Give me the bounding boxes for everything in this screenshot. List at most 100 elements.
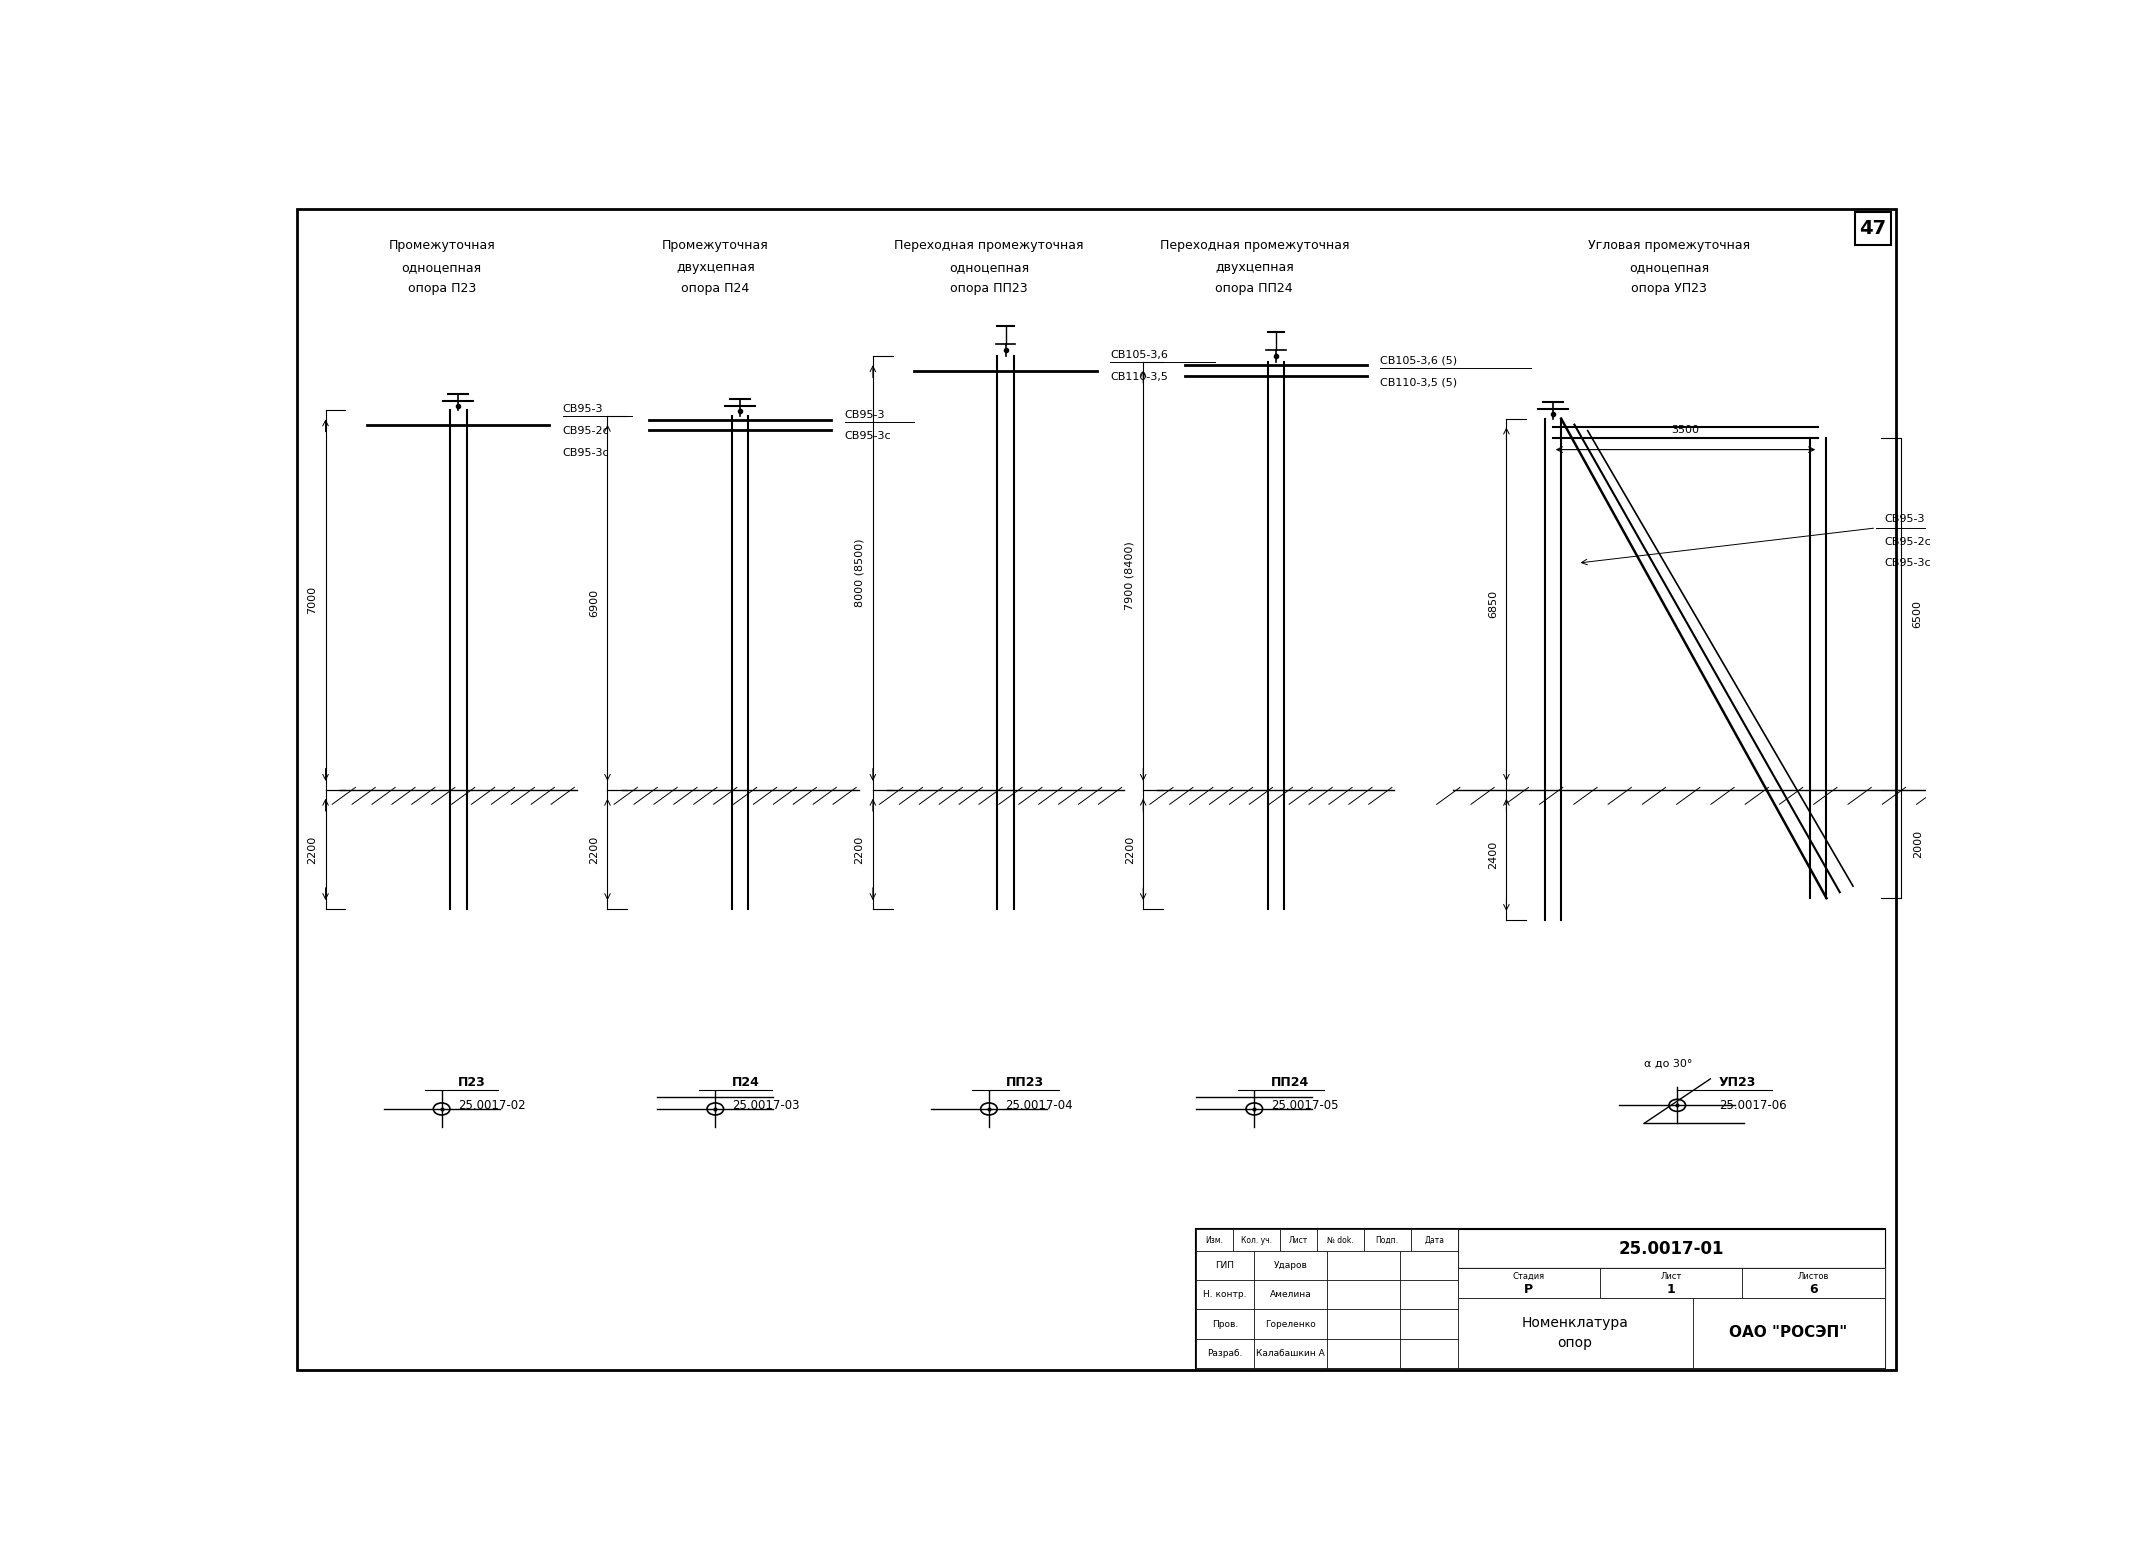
Bar xyxy=(1400,1339,1457,1368)
Text: СВ95-3: СВ95-3 xyxy=(845,410,886,419)
Text: № dok.: № dok. xyxy=(1327,1236,1352,1245)
Bar xyxy=(1400,1309,1457,1339)
Text: СВ110-3,5 (5): СВ110-3,5 (5) xyxy=(1380,377,1457,388)
Bar xyxy=(1254,1281,1327,1309)
Text: 2400: 2400 xyxy=(1487,841,1498,870)
Text: Листов: Листов xyxy=(1798,1272,1830,1281)
Text: Лист: Лист xyxy=(1661,1272,1682,1281)
Bar xyxy=(1196,1251,1254,1281)
Text: 25.0017-05: 25.0017-05 xyxy=(1271,1099,1338,1112)
Text: Переходная промежуточная: Переходная промежуточная xyxy=(895,239,1083,252)
Text: Угловая промежуточная: Угловая промежуточная xyxy=(1588,239,1751,252)
Bar xyxy=(1327,1309,1400,1339)
Bar xyxy=(1457,1229,1885,1268)
Bar xyxy=(1316,1229,1363,1251)
Bar xyxy=(1457,1298,1693,1368)
Text: СВ95-3с: СВ95-3с xyxy=(1885,558,1930,568)
Bar xyxy=(1280,1229,1316,1251)
Text: 8000 (8500): 8000 (8500) xyxy=(854,540,865,607)
Bar xyxy=(1196,1281,1254,1309)
Bar xyxy=(1410,1229,1457,1251)
Text: одноцепная: одноцепная xyxy=(948,261,1029,274)
Bar xyxy=(1400,1251,1457,1281)
Bar xyxy=(1457,1268,1601,1298)
Text: Изм.: Изм. xyxy=(1205,1236,1224,1245)
Text: Стадия: Стадия xyxy=(1513,1272,1545,1281)
Text: одноцепная: одноцепная xyxy=(1629,261,1710,274)
Text: 47: 47 xyxy=(1860,219,1887,238)
Bar xyxy=(1327,1339,1400,1368)
Bar xyxy=(1327,1251,1400,1281)
Text: ПП24: ПП24 xyxy=(1271,1076,1310,1089)
Text: 25.0017-04: 25.0017-04 xyxy=(1006,1099,1072,1112)
Text: 3500: 3500 xyxy=(1671,425,1699,435)
Text: УП23: УП23 xyxy=(1718,1076,1757,1089)
Text: Лист: Лист xyxy=(1288,1236,1308,1245)
Bar xyxy=(1601,1268,1742,1298)
Bar xyxy=(1233,1229,1280,1251)
Text: опора ПП23: опора ПП23 xyxy=(950,283,1027,296)
Text: Калабашкин А: Калабашкин А xyxy=(1256,1348,1325,1358)
Text: 2200: 2200 xyxy=(308,835,317,863)
Bar xyxy=(1196,1339,1254,1368)
Text: 7000: 7000 xyxy=(308,586,317,615)
Text: 1: 1 xyxy=(1667,1282,1676,1297)
Text: одноцепная: одноцепная xyxy=(402,261,482,274)
Text: опора УП23: опора УП23 xyxy=(1631,283,1708,296)
Text: СВ95-3с: СВ95-3с xyxy=(563,447,610,458)
Text: 2200: 2200 xyxy=(588,835,599,863)
Text: Амелина: Амелина xyxy=(1269,1290,1312,1300)
Text: 6900: 6900 xyxy=(588,588,599,616)
Bar xyxy=(1196,1229,1233,1251)
Text: двухцепная: двухцепная xyxy=(1216,261,1295,274)
Text: СВ105-3,6 (5): СВ105-3,6 (5) xyxy=(1380,355,1457,366)
Text: ПП23: ПП23 xyxy=(1006,1076,1044,1089)
Text: Гореленко: Гореленко xyxy=(1265,1320,1316,1328)
Text: Дата: Дата xyxy=(1425,1236,1444,1245)
Text: 7900 (8400): 7900 (8400) xyxy=(1126,541,1134,610)
Text: Подп.: Подп. xyxy=(1376,1236,1400,1245)
Text: опора П24: опора П24 xyxy=(681,283,749,296)
Text: Кол. уч.: Кол. уч. xyxy=(1241,1236,1271,1245)
Bar xyxy=(1327,1281,1400,1309)
Text: 25.0017-01: 25.0017-01 xyxy=(1618,1240,1725,1257)
Text: П24: П24 xyxy=(732,1076,760,1089)
Bar xyxy=(1693,1298,1885,1368)
Text: СВ105-3,6: СВ105-3,6 xyxy=(1111,350,1168,360)
Bar xyxy=(1855,211,1892,246)
Text: Разраб.: Разраб. xyxy=(1207,1348,1243,1358)
Text: 6500: 6500 xyxy=(1913,599,1922,627)
Text: СВ110-3,5: СВ110-3,5 xyxy=(1111,372,1168,382)
Text: Пров.: Пров. xyxy=(1211,1320,1239,1328)
Text: опора ПП24: опора ПП24 xyxy=(1216,283,1293,296)
Text: ОАО "РОСЭП": ОАО "РОСЭП" xyxy=(1729,1325,1847,1340)
Text: 2200: 2200 xyxy=(854,835,865,863)
Text: СВ95-3: СВ95-3 xyxy=(563,404,603,414)
Bar xyxy=(1254,1309,1327,1339)
Bar xyxy=(1742,1268,1885,1298)
Text: 2200: 2200 xyxy=(1126,835,1134,863)
Text: СВ95-2с: СВ95-2с xyxy=(1885,538,1930,547)
Bar xyxy=(1363,1229,1410,1251)
Text: ГИП: ГИП xyxy=(1216,1261,1235,1270)
Bar xyxy=(1254,1339,1327,1368)
Text: П23: П23 xyxy=(458,1076,486,1089)
Text: Ударов: Ударов xyxy=(1273,1261,1308,1270)
Bar xyxy=(1196,1229,1885,1368)
Text: 2000: 2000 xyxy=(1913,830,1922,859)
Bar xyxy=(1457,1268,1885,1298)
Bar xyxy=(1196,1309,1254,1339)
Text: 6850: 6850 xyxy=(1487,590,1498,618)
Text: опора П23: опора П23 xyxy=(407,283,475,296)
Text: Переходная промежуточная: Переходная промежуточная xyxy=(1160,239,1348,252)
Text: 25.0017-06: 25.0017-06 xyxy=(1718,1099,1787,1112)
Text: 25.0017-02: 25.0017-02 xyxy=(458,1099,526,1112)
Text: СВ95-3: СВ95-3 xyxy=(1885,515,1926,524)
Text: α до 30°: α до 30° xyxy=(1644,1059,1693,1068)
Text: 25.0017-03: 25.0017-03 xyxy=(732,1099,800,1112)
Bar xyxy=(1254,1251,1327,1281)
Text: Р: Р xyxy=(1524,1282,1534,1297)
Bar xyxy=(1400,1281,1457,1309)
Text: двухцепная: двухцепная xyxy=(676,261,755,274)
Text: СВ95-2с: СВ95-2с xyxy=(563,425,610,436)
